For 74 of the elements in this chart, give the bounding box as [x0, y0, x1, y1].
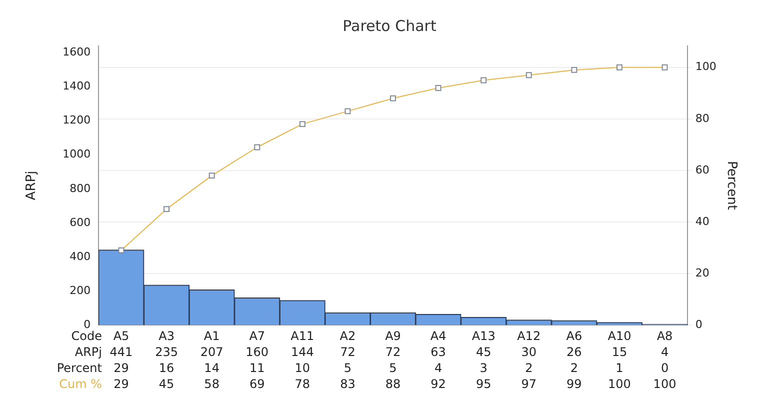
y-tick-label: 0: [84, 318, 91, 331]
x-tick-label: A7: [249, 329, 266, 344]
data-label: 100: [653, 377, 676, 392]
data-label: 78: [294, 377, 310, 392]
text: 11: [249, 361, 265, 376]
text: 10: [294, 361, 310, 376]
data-label: 26: [566, 345, 582, 360]
x-axis-title: Code: [71, 329, 102, 344]
y-tick-label: 400: [70, 250, 91, 263]
data-label: 69: [249, 377, 265, 392]
y-axis-title: ARPj: [24, 170, 40, 200]
x-tick-label: A1: [204, 329, 220, 344]
y-tick-label: 1200: [62, 114, 91, 127]
x-tick-label: A8: [656, 329, 673, 344]
text: 5: [389, 361, 397, 376]
text: 1: [616, 361, 624, 376]
data-label: 45: [476, 345, 492, 360]
data-label: 72: [385, 345, 401, 360]
text: 16: [158, 361, 174, 376]
data-label: 83: [340, 377, 356, 392]
y2-tick-label: 0: [695, 318, 702, 331]
data-label: 160: [246, 345, 269, 360]
y2-tick-label: 40: [695, 214, 710, 228]
data-label: 441: [110, 345, 133, 360]
data-label: 58: [204, 377, 220, 392]
x-tick-label: A3: [158, 329, 174, 344]
y-tick-label: 1400: [62, 80, 91, 93]
y-tick-label: 1600: [62, 46, 91, 59]
text: 29: [114, 361, 129, 376]
data-label: 15: [612, 345, 628, 360]
chart-title: Pareto Chart: [342, 16, 436, 35]
text: 3: [480, 361, 488, 376]
data-label: 92: [430, 377, 446, 392]
y-tick-label: 200: [70, 284, 91, 297]
x-tick-label: A5: [113, 329, 130, 344]
text: 5: [344, 361, 352, 376]
x-tick-label: A4: [430, 329, 446, 344]
data-label: 29: [114, 377, 129, 392]
y-tick-label: 600: [70, 216, 91, 229]
y2-tick-label: 80: [695, 112, 710, 125]
data-label: 63: [430, 345, 446, 360]
x-tick-label: A9: [385, 329, 401, 344]
data-label: 95: [476, 377, 492, 392]
x-tick-label: A12: [517, 329, 541, 344]
data-label: 144: [290, 345, 314, 360]
data-label: 45: [158, 377, 174, 392]
y-tick-label: 800: [70, 182, 91, 195]
text: 14: [204, 361, 220, 376]
x-tick-label: A2: [340, 329, 356, 344]
text: 0: [660, 361, 669, 376]
x-tick-label: A6: [566, 329, 582, 344]
y-tick-label: 1000: [62, 148, 91, 161]
data-label: 97: [521, 377, 537, 392]
y2-tick-label: 20: [695, 266, 710, 280]
x-tick-label: A10: [608, 329, 632, 344]
data-label: 30: [521, 345, 537, 360]
x-tick-label: A13: [472, 329, 496, 344]
text: Cum %: [59, 377, 102, 392]
data-label: 207: [200, 345, 224, 360]
data-label: 72: [340, 345, 356, 360]
text: 2: [525, 361, 533, 376]
text: 4: [434, 361, 442, 376]
data-label: 235: [155, 345, 178, 360]
data-label: 100: [608, 377, 631, 392]
y2-tick-label: 60: [695, 163, 710, 176]
text: Percent: [56, 361, 102, 376]
x-tick-label: A11: [290, 329, 314, 344]
data-label: 4: [660, 345, 669, 360]
data-label: 99: [566, 377, 582, 392]
series-label: ARPj: [74, 345, 102, 360]
data-label: 88: [385, 377, 401, 392]
y2-tick-label: 100: [695, 60, 716, 74]
y2-axis-title: Percent: [724, 161, 739, 210]
text: 2: [570, 361, 578, 376]
